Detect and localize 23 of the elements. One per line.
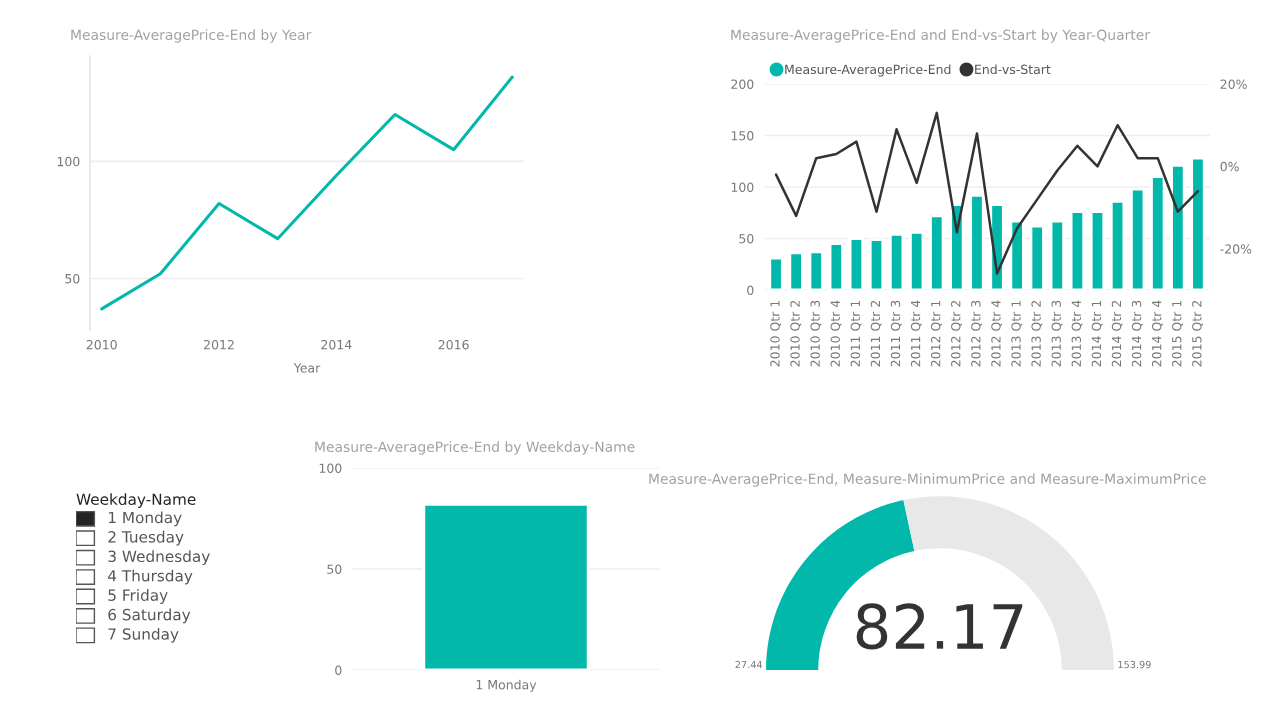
bar (1170, 163, 1186, 290)
bar (888, 232, 905, 290)
bar (1089, 210, 1106, 290)
bar (768, 256, 784, 290)
bar (1069, 210, 1086, 290)
bar (788, 251, 804, 290)
bar (848, 237, 865, 290)
bar (868, 238, 885, 290)
text: 82.17 (856, 603, 1023, 650)
bar (1029, 224, 1045, 290)
bar (1130, 187, 1146, 290)
bar (1049, 219, 1065, 290)
bar (1109, 200, 1126, 290)
bar (1190, 156, 1206, 290)
line-series (100, 75, 514, 311)
bar (828, 242, 844, 290)
bar (808, 250, 824, 290)
bar (929, 214, 945, 290)
bar (1009, 219, 1025, 290)
bar (1150, 175, 1166, 290)
bar (969, 193, 985, 290)
line-series (774, 111, 1200, 275)
bar (909, 230, 925, 290)
